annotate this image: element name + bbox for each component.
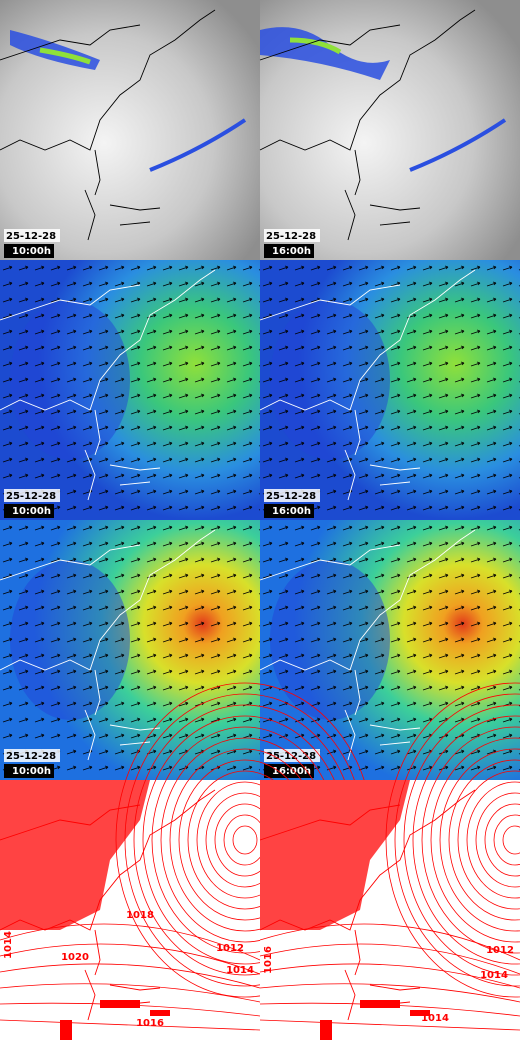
isobar (0, 983, 261, 1003)
precip-core (289, 37, 342, 55)
wind-panel: 25-12-28 10:00h (0, 260, 260, 520)
isobar (484, 803, 520, 877)
time-label: 16:00h (272, 506, 311, 517)
isobar-label: 1014 (480, 970, 508, 981)
sat-panel: 25-12-28 16:00h (259, 0, 520, 260)
isobar (0, 1019, 261, 1031)
time-label: 10:00h (12, 246, 51, 257)
isobar (502, 825, 520, 855)
isobar (439, 748, 520, 932)
time-box (4, 504, 54, 518)
isobar-label: 1014 (421, 1013, 449, 1024)
isobar (457, 770, 520, 910)
wind-panel: 25-12-28 16:00h (259, 260, 520, 520)
sat-panel: 25-12-28 10:00h (0, 0, 260, 260)
coastline (0, 529, 216, 761)
time-box (264, 504, 314, 518)
isobar (259, 943, 520, 975)
isobar-label: 1018 (126, 910, 154, 921)
coastline (259, 9, 476, 241)
isobar-label: 1014 (226, 965, 254, 976)
isobar-label: 1012 (486, 945, 514, 956)
isobar (493, 814, 520, 866)
isobar (385, 682, 520, 998)
precip-core (39, 47, 91, 65)
time-box (264, 244, 314, 258)
isobar-label: 1016 (263, 946, 274, 974)
isobar (0, 943, 261, 975)
time-label: 10:00h (12, 506, 51, 517)
isobar (448, 759, 520, 921)
isobar-label: 1014 (3, 931, 14, 959)
date-label: 25-12-28 (266, 491, 316, 502)
isobar (475, 792, 520, 888)
date-label: 25-12-28 (6, 491, 56, 502)
coastline (259, 789, 476, 1021)
isobar (403, 704, 520, 976)
pres-panel: 1014 1014 1016 1012 (259, 682, 520, 1040)
coastline (259, 269, 476, 501)
date-box (264, 229, 320, 242)
date-box (4, 229, 60, 242)
date-label: 25-12-28 (266, 231, 316, 242)
time-box (4, 244, 54, 258)
coastline (0, 269, 216, 501)
gust-panel: 25-12-28 10:00h (0, 520, 260, 780)
date-box (4, 749, 60, 762)
isobar (259, 983, 520, 1003)
islands (60, 1000, 170, 1040)
time-label: 16:00h (272, 766, 311, 777)
isobar (259, 963, 520, 989)
isobar-label: 1012 (216, 943, 244, 954)
isobar (259, 1019, 520, 1031)
time-label: 16:00h (272, 246, 311, 257)
wind-arrows (260, 520, 520, 780)
wind-arrows (0, 520, 260, 780)
time-label: 10:00h (12, 766, 51, 777)
land-contours (260, 780, 410, 930)
pres-panel: 1018 1012 1014 1020 1016 1014 (0, 682, 375, 1040)
isobar-label: 1016 (136, 1018, 164, 1029)
wind-arrows (260, 260, 520, 520)
land-contours (0, 780, 150, 930)
isobar (412, 715, 520, 965)
time-box (264, 764, 314, 778)
coastline (0, 9, 216, 241)
date-label: 25-12-28 (6, 231, 56, 242)
coastline (259, 529, 476, 761)
isobar (466, 781, 520, 899)
coastline (0, 789, 216, 1021)
gust-panel: 25-12-28 16:00h (259, 520, 520, 780)
isobar (0, 963, 261, 989)
islands (320, 1000, 430, 1040)
isobar (430, 737, 520, 943)
precip-band (149, 118, 247, 172)
time-box (4, 764, 54, 778)
isobar (421, 726, 520, 954)
date-label: 25-12-28 (6, 751, 56, 762)
wind-arrows (0, 260, 260, 520)
isobar (394, 693, 520, 987)
isobar (232, 825, 258, 855)
isobar (259, 923, 520, 961)
date-box (264, 489, 320, 502)
precip-band (409, 118, 507, 172)
date-label: 25-12-28 (266, 751, 316, 762)
isobar (0, 923, 261, 961)
isobar-label: 1020 (61, 952, 89, 963)
date-box (4, 489, 60, 502)
